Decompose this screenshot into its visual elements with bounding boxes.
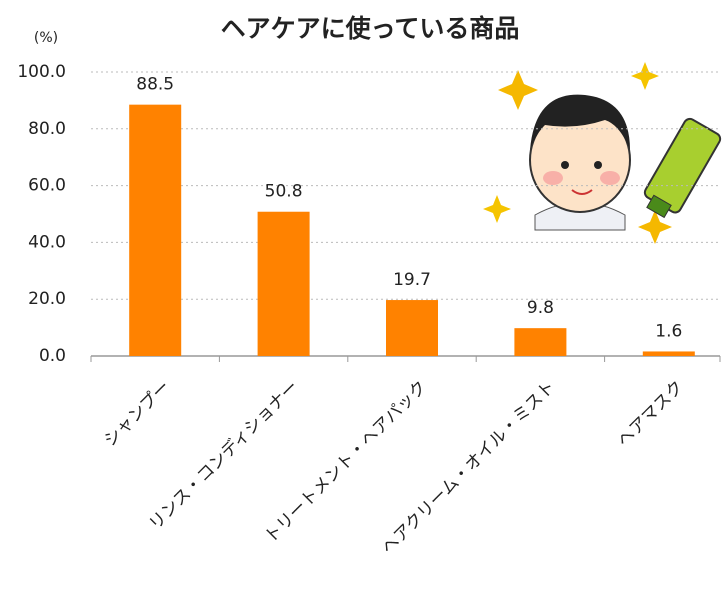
bar xyxy=(129,105,181,356)
chart-title: ヘアケアに使っている商品 xyxy=(221,14,520,43)
bar xyxy=(258,212,310,356)
y-unit: (%) xyxy=(34,30,58,46)
data-label: 50.8 xyxy=(265,182,303,202)
illustration xyxy=(483,62,722,244)
y-tick-label: 60.0 xyxy=(28,176,66,196)
y-tick-label: 100.0 xyxy=(17,62,66,82)
chart: ヘアケアに使っている商品 (%) 0.0 20.0 40.0 60.0 80.0 100.… xyxy=(0,0,723,590)
y-tick-label: 20.0 xyxy=(28,289,66,309)
data-label: 88.5 xyxy=(136,75,174,95)
page: ヘアケアに使っている商品 (%) 0.0 20.0 40.0 60.0 80.0 100.… xyxy=(0,0,723,590)
data-label: 9.8 xyxy=(527,298,554,318)
x-tick-label: ヘアマスク xyxy=(614,377,688,451)
y-tick-label: 40.0 xyxy=(28,232,66,252)
bar xyxy=(643,351,695,356)
y-tick-label: 0.0 xyxy=(39,346,66,366)
x-tick-label: シャンプー xyxy=(100,377,174,451)
bar xyxy=(514,328,566,356)
data-label: 19.7 xyxy=(393,270,431,290)
x-tick-label: リンス・コンディショナー xyxy=(145,376,303,534)
data-label: 1.6 xyxy=(655,321,682,341)
bar xyxy=(386,300,438,356)
y-tick-label: 80.0 xyxy=(28,119,66,139)
